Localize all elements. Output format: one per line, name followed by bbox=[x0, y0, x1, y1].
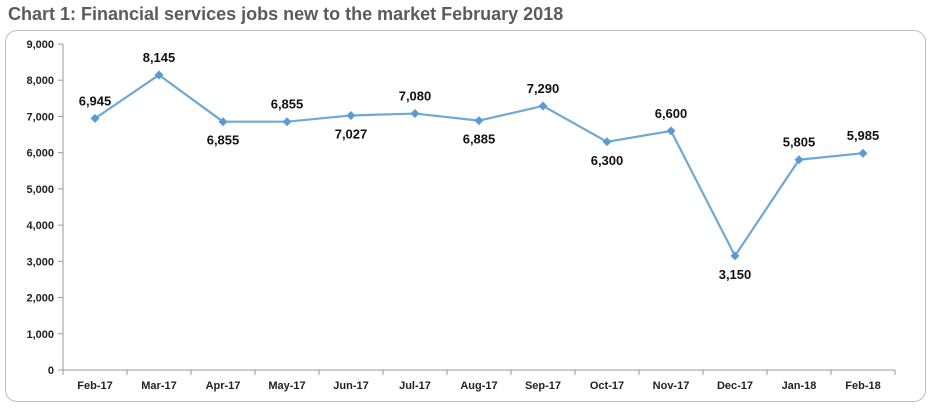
x-tick-label: Sep-17 bbox=[525, 380, 561, 392]
y-tick-label: 5,000 bbox=[26, 184, 54, 196]
data-label: 5,805 bbox=[783, 135, 816, 150]
data-label: 8,145 bbox=[143, 50, 176, 65]
x-tick-label: Apr-17 bbox=[206, 380, 241, 392]
data-label: 7,027 bbox=[335, 126, 368, 141]
data-point-marker bbox=[90, 113, 100, 123]
data-label: 7,290 bbox=[527, 81, 560, 96]
chart-frame bbox=[5, 30, 926, 402]
chart-axes bbox=[62, 44, 895, 371]
data-point-marker bbox=[474, 116, 484, 126]
chart-ticks: 0 1,000 2,000 3,000 4,000 5,000 6,000 7,000 8,00… bbox=[26, 39, 896, 392]
x-tick-label: Aug-17 bbox=[460, 380, 497, 392]
x-tick-label: Jun-17 bbox=[333, 380, 368, 392]
data-label: 7,080 bbox=[399, 89, 432, 104]
data-label: 3,150 bbox=[719, 267, 752, 282]
data-label: 6,885 bbox=[463, 132, 496, 147]
data-point-marker bbox=[218, 117, 228, 127]
data-point-marker bbox=[410, 109, 420, 119]
y-tick-label: 1,000 bbox=[26, 329, 54, 341]
x-tick-label: Jul-17 bbox=[399, 380, 431, 392]
y-tick-label: 0 bbox=[48, 365, 54, 377]
chart-data-labels: 6,945 8,145 6,855 6,855 7,027 7,080 6,885 7,290… bbox=[79, 50, 880, 282]
data-point-marker bbox=[538, 101, 548, 111]
data-point-marker bbox=[794, 155, 804, 165]
y-tick-label: 8,000 bbox=[26, 75, 54, 87]
data-point-marker bbox=[602, 137, 612, 147]
y-tick-label: 3,000 bbox=[26, 256, 54, 268]
y-tick-label: 4,000 bbox=[26, 220, 54, 232]
x-tick-label: Feb-17 bbox=[77, 380, 112, 392]
x-tick-label: Feb-18 bbox=[845, 380, 880, 392]
data-point-marker bbox=[858, 148, 868, 158]
data-label: 5,985 bbox=[847, 128, 880, 143]
data-point-marker bbox=[666, 126, 676, 136]
x-tick-label: Nov-17 bbox=[653, 380, 690, 392]
y-tick-label: 9,000 bbox=[26, 39, 54, 51]
data-point-marker bbox=[346, 110, 356, 120]
x-tick-label: Mar-17 bbox=[141, 380, 176, 392]
x-tick-label: Jan-18 bbox=[782, 380, 817, 392]
series-line bbox=[94, 73, 864, 257]
y-tick-label: 7,000 bbox=[26, 111, 54, 123]
y-tick-label: 6,000 bbox=[26, 148, 54, 160]
x-tick-label: Dec-17 bbox=[717, 380, 753, 392]
data-point-marker bbox=[730, 251, 740, 261]
data-label: 6,300 bbox=[591, 153, 624, 168]
chart-title: Chart 1: Financial services jobs new to … bbox=[8, 4, 564, 24]
chart-series bbox=[90, 70, 868, 261]
data-label: 6,600 bbox=[655, 106, 688, 121]
data-point-marker bbox=[282, 117, 292, 127]
y-tick-label: 2,000 bbox=[26, 293, 54, 305]
x-tick-label: Oct-17 bbox=[590, 380, 624, 392]
data-label: 6,855 bbox=[207, 133, 240, 148]
data-point-marker bbox=[154, 70, 164, 80]
x-tick-label: May-17 bbox=[268, 380, 305, 392]
data-label: 6,855 bbox=[271, 97, 304, 112]
data-label: 6,945 bbox=[79, 93, 112, 108]
